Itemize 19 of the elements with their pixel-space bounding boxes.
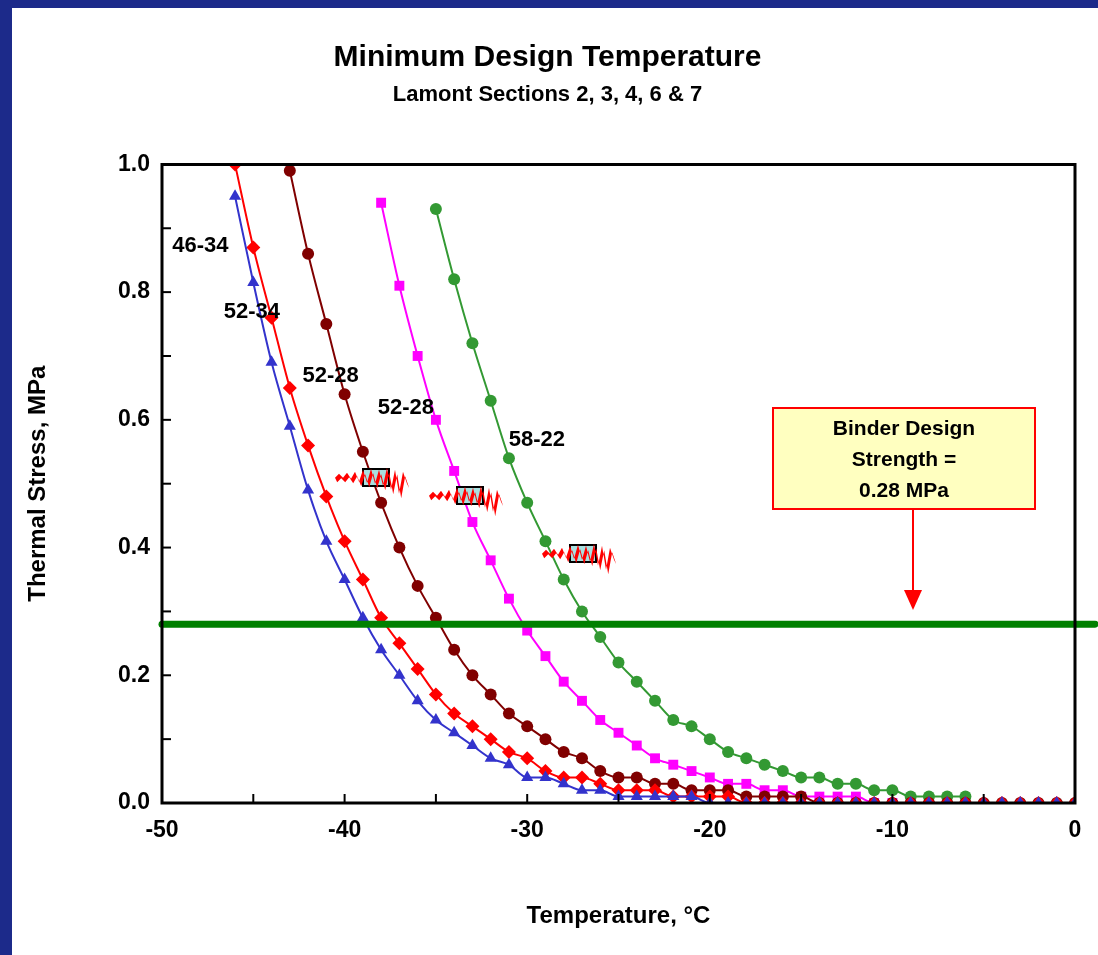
x-tick-label: 0 <box>1068 816 1082 843</box>
chart-subtitle: Lamont Sections 2, 3, 4, 6 & 7 <box>392 81 703 107</box>
callout-box: Binder Design Strength = 0.28 MPa <box>772 407 1036 510</box>
chart-title: Minimum Design Temperature <box>333 39 762 73</box>
x-tick-label: -30 <box>510 816 544 843</box>
y-tick-label: 0.4 <box>118 532 151 559</box>
x-axis-title: Temperature, °C <box>526 901 711 929</box>
x-tick-label: -20 <box>693 816 727 843</box>
x-tick-label: -10 <box>875 816 910 843</box>
series-label: 58-22 <box>508 426 566 452</box>
y-tick-label: 1.0 <box>118 149 150 176</box>
series-label: 46-34 <box>172 231 230 257</box>
y-tick-label: 0.2 <box>118 660 150 687</box>
x-tick-label: -50 <box>145 816 179 843</box>
y-axis-title: Thermal Stress, MPa <box>23 365 51 602</box>
y-tick-label: 0.6 <box>118 405 150 432</box>
y-tick-label: 0.0 <box>118 788 150 815</box>
y-tick-label: 0.8 <box>118 277 151 304</box>
x-tick-label: -40 <box>327 816 362 843</box>
